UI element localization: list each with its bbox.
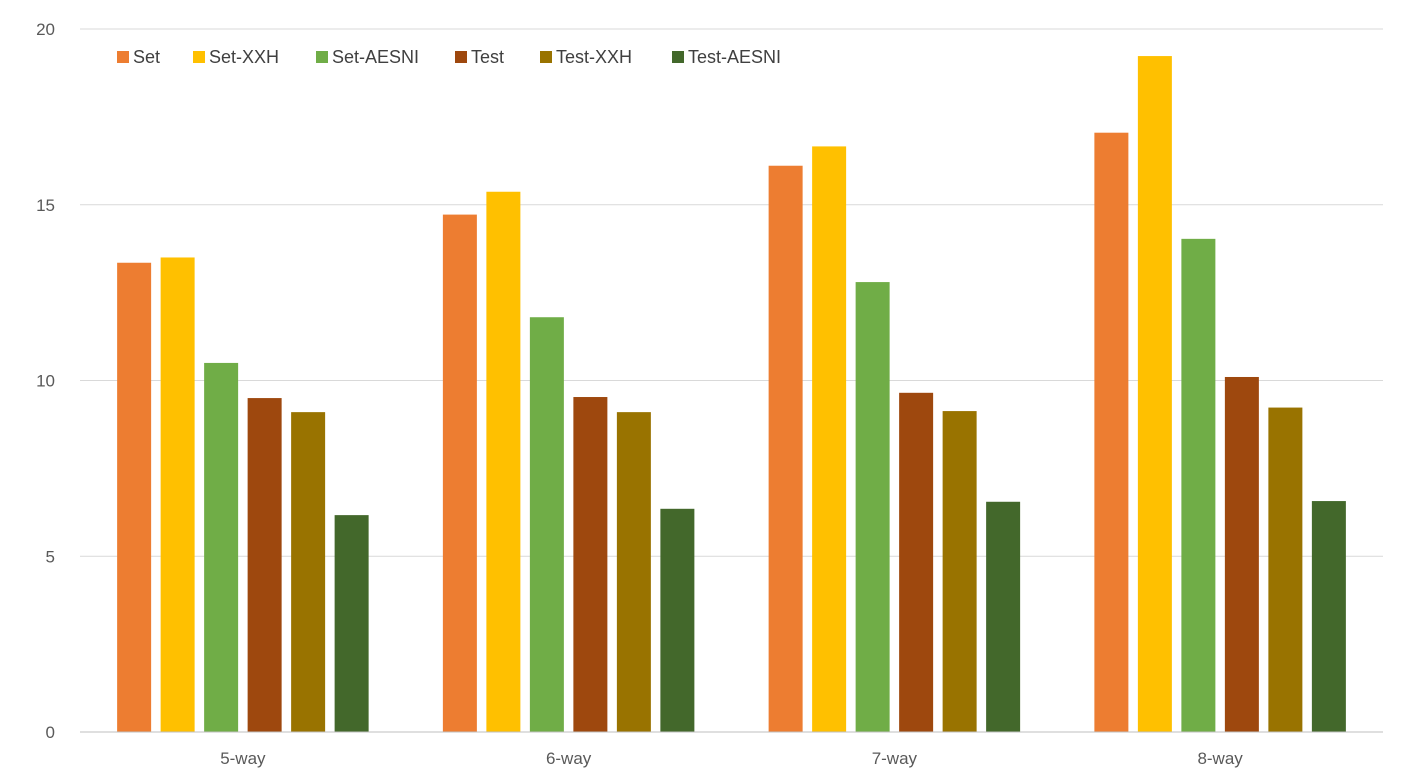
legend-swatch-set-xxh xyxy=(193,51,205,63)
legend-swatch-set xyxy=(117,51,129,63)
legend-swatch-test-aesni xyxy=(672,51,684,63)
x-tick-label: 7-way xyxy=(872,749,918,768)
bar-test-xxh-8-way xyxy=(1268,407,1303,732)
bar-test-xxh-7-way xyxy=(942,411,977,732)
legend-swatch-set-aesni xyxy=(316,51,328,63)
legend-label: Set-XXH xyxy=(209,47,279,67)
legend-swatch-test xyxy=(455,51,467,63)
bar-test-6-way xyxy=(573,397,608,732)
bar-set-xxh-5-way xyxy=(160,257,195,732)
legend-label: Set-AESNI xyxy=(332,47,419,67)
legend-label: Test xyxy=(471,47,504,67)
legend-label: Set xyxy=(133,47,160,67)
y-tick-label: 5 xyxy=(46,547,55,566)
y-tick-label: 20 xyxy=(36,20,55,39)
bar-set-xxh-6-way xyxy=(486,191,521,732)
bar-set-xxh-8-way xyxy=(1137,56,1172,733)
x-tick-label: 5-way xyxy=(220,749,266,768)
bar-test-8-way xyxy=(1224,376,1259,732)
bar-set-6-way xyxy=(442,214,477,733)
legend-label: Test-XXH xyxy=(556,47,632,67)
bar-test-aesni-6-way xyxy=(660,508,695,732)
bar-set-aesni-6-way xyxy=(529,317,564,732)
bar-test-aesni-5-way xyxy=(334,515,369,732)
legend-label: Test-AESNI xyxy=(688,47,781,67)
bar-set-aesni-7-way xyxy=(855,282,890,732)
bar-test-7-way xyxy=(899,392,934,732)
bar-test-aesni-8-way xyxy=(1311,501,1346,732)
legend-swatch-test-xxh xyxy=(540,51,552,63)
bar-test-5-way xyxy=(247,398,282,732)
x-axis: 5-way 6-way 7-way 8-way xyxy=(80,731,1383,768)
y-tick-label: 10 xyxy=(36,372,55,391)
bar-set-aesni-5-way xyxy=(204,362,239,732)
bar-test-aesni-7-way xyxy=(986,501,1021,732)
bar-set-8-way xyxy=(1094,132,1129,732)
y-tick-label: 0 xyxy=(46,723,55,742)
bar-test-xxh-5-way xyxy=(291,412,326,732)
bar-set-xxh-7-way xyxy=(812,146,847,732)
y-tick-label: 15 xyxy=(36,196,55,215)
y-axis: 0 5 10 15 20 xyxy=(36,20,55,742)
bar-set-7-way xyxy=(768,165,803,732)
bar-test-xxh-6-way xyxy=(616,412,651,732)
bar-set-5-way xyxy=(117,262,152,732)
x-tick-label: 6-way xyxy=(546,749,592,768)
bar-set-aesni-8-way xyxy=(1181,238,1216,732)
bars xyxy=(117,56,1346,733)
x-tick-label: 8-way xyxy=(1197,749,1243,768)
legend: Set Set-XXH Set-AESNI Test Test-XXH Test-AESN… xyxy=(117,47,781,67)
